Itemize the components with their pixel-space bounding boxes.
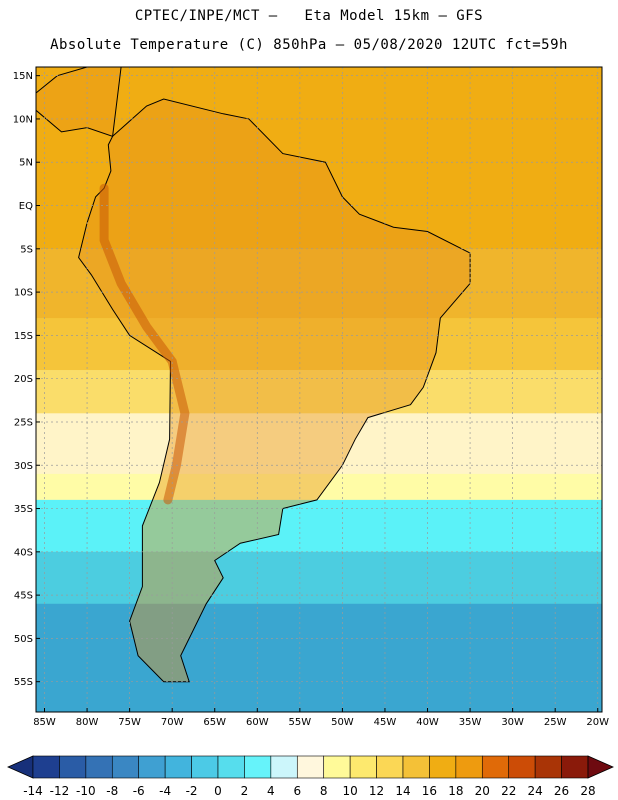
lat-label-10N: 10N <box>13 114 33 125</box>
colorbar-label-6: -2 <box>186 784 198 798</box>
field-band-2 <box>36 318 602 371</box>
lat-label-15S: 15S <box>14 331 33 342</box>
lon-label-45W: 45W <box>374 717 397 728</box>
colorbar-swatch-12 <box>349 755 377 779</box>
colorbar-swatch-13 <box>376 755 404 779</box>
colorbar-label-7: 0 <box>214 784 222 798</box>
colorbar-swatch-3 <box>111 755 140 779</box>
field-band-3 <box>36 370 602 414</box>
lat-label-50S: 50S <box>14 634 33 645</box>
lon-label-65W: 65W <box>203 717 226 728</box>
colorbar-swatch-8 <box>244 755 272 779</box>
colorbar-max-arrow <box>587 755 614 779</box>
lat-lon-grid <box>36 67 602 712</box>
lon-label-80W: 80W <box>76 717 99 728</box>
colorbar-label-1: -12 <box>50 784 70 798</box>
lon-label-60W: 60W <box>246 717 269 728</box>
lon-label-70W: 70W <box>161 717 184 728</box>
lon-label-35W: 35W <box>459 717 482 728</box>
colorbar-label-3: -8 <box>106 784 118 798</box>
lat-label-5S: 5S <box>20 244 33 255</box>
colorbar-swatch-1 <box>59 755 87 779</box>
colorbar-label-17: 20 <box>475 784 490 798</box>
colorbar-label-9: 4 <box>267 784 275 798</box>
colorbar-swatch-20 <box>561 755 589 779</box>
field-band-7 <box>36 551 602 605</box>
lon-label-30W: 30W <box>501 717 524 728</box>
field-band-6 <box>36 499 602 553</box>
colorbar-label-15: 16 <box>422 784 437 798</box>
field-band-0 <box>36 67 602 250</box>
colorbar-label-0: -14 <box>23 784 43 798</box>
colorbar-min-arrow <box>7 755 34 779</box>
lat-label-20S: 20S <box>14 374 33 385</box>
colorbar-swatch-18 <box>508 755 536 779</box>
colorbar-label-5: -4 <box>159 784 171 798</box>
lon-label-75W: 75W <box>118 717 141 728</box>
lon-label-50W: 50W <box>331 717 354 728</box>
latitude-axis: 15N 10N 5N EQ 5S 10S 15S 20S 25S 30S 35S 40S 45S 50S 5… <box>13 71 40 688</box>
lon-label-25W: 25W <box>544 717 567 728</box>
colorbar-label-10: 6 <box>293 784 301 798</box>
colorbar-swatch-19 <box>534 755 562 779</box>
colorbar-swatch-14 <box>402 755 430 779</box>
lat-label-EQ: EQ <box>19 201 33 212</box>
colorbar-swatch-9 <box>270 755 298 779</box>
field-band-4 <box>36 413 602 475</box>
lat-label-25S: 25S <box>14 417 33 428</box>
map-title-line1: CPTEC/INPE/MCT – Eta Model 15km – GFS <box>134 8 484 24</box>
colorbar-label-8: 2 <box>241 784 249 798</box>
colorbar-swatch-15 <box>429 755 457 779</box>
lon-label-85W: 85W <box>33 717 56 728</box>
colorbar-label-12: 10 <box>343 784 358 798</box>
colorbar-swatch-16 <box>455 755 483 779</box>
colorbar-label-14: 14 <box>395 784 410 798</box>
colorbar-label-2: -10 <box>76 784 96 798</box>
andes-warm-zone <box>99 183 190 505</box>
lat-label-30S: 30S <box>14 461 33 472</box>
colorbar-swatch-17 <box>481 755 510 779</box>
colorbar-swatch-11 <box>323 755 351 779</box>
colorbar: -14 -12 -10 -8 -6 -4 -2 0 2 4 6 8 10 12 14 16 18 20 22 24 26… <box>7 755 614 798</box>
colorbar-label-18: 22 <box>501 784 516 798</box>
colorbar-swatch-2 <box>85 755 113 779</box>
colorbar-swatch-7 <box>217 755 245 779</box>
colorbar-swatch-6 <box>191 755 219 779</box>
longitude-axis: 85W 80W 75W 70W 65W 60W 55W 50W 45W 40W 35W 30W 25W 2… <box>33 708 609 728</box>
colorbar-label-13: 12 <box>369 784 384 798</box>
colorbar-label-11: 8 <box>320 784 328 798</box>
lat-label-55S: 55S <box>14 677 33 688</box>
map-title-line2: Absolute Temperature (C) 850hPa – 05/08/… <box>50 37 568 53</box>
lat-label-45S: 45S <box>14 591 33 602</box>
field-band-5 <box>36 473 602 501</box>
field-band-8 <box>36 603 602 712</box>
colorbar-swatch-4 <box>138 755 166 779</box>
colorbar-label-16: 18 <box>448 784 463 798</box>
colorbar-label-4: -6 <box>133 784 145 798</box>
land-overlay <box>36 67 471 683</box>
lat-label-5N: 5N <box>19 158 33 169</box>
lon-label-40W: 40W <box>416 717 439 728</box>
lat-label-40S: 40S <box>14 547 33 558</box>
temperature-field <box>36 67 602 712</box>
colorbar-swatch-0 <box>32 755 60 779</box>
colorbar-swatch-5 <box>164 755 192 779</box>
colorbar-swatch-10 <box>296 755 325 779</box>
colorbar-label-19: 24 <box>528 784 543 798</box>
lat-label-35S: 35S <box>14 504 33 515</box>
colorbar-label-21: 28 <box>580 784 595 798</box>
lon-label-20W: 20W <box>586 717 609 728</box>
colorbar-label-20: 26 <box>554 784 569 798</box>
lat-label-15N: 15N <box>13 71 33 82</box>
lat-label-10S: 10S <box>14 288 33 299</box>
map-frame <box>35 66 603 713</box>
lon-label-55W: 55W <box>289 717 312 728</box>
